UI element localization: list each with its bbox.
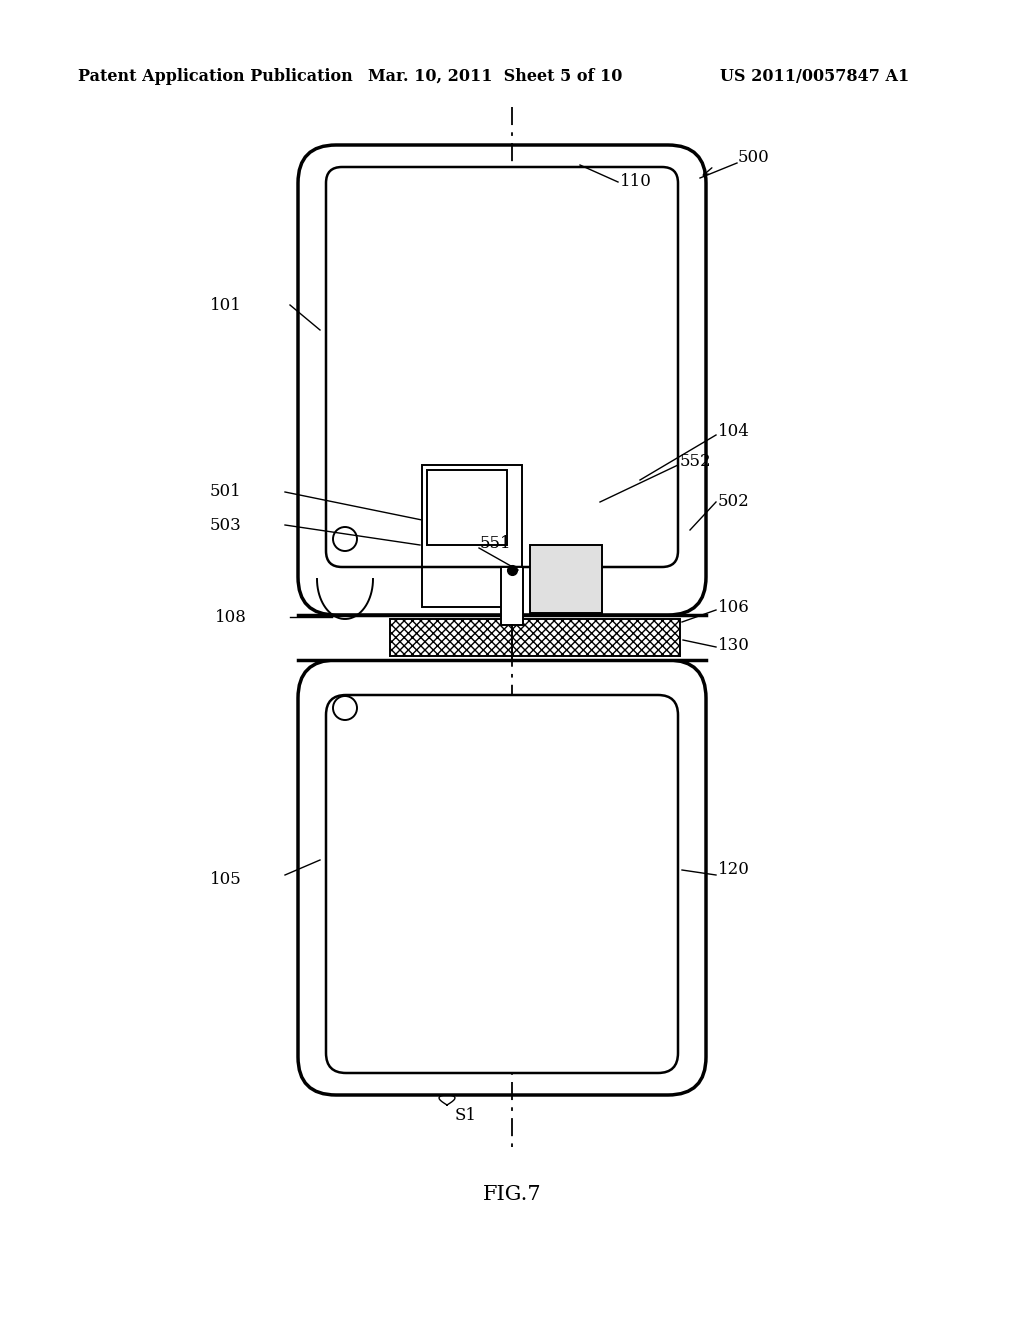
- Bar: [501, 568, 523, 624]
- Text: 551: 551: [480, 535, 512, 552]
- Text: 501: 501: [210, 483, 242, 500]
- Text: Patent Application Publication: Patent Application Publication: [78, 69, 352, 84]
- Text: S1: S1: [455, 1106, 477, 1123]
- Text: 552: 552: [680, 454, 712, 470]
- FancyBboxPatch shape: [326, 168, 678, 568]
- Text: 120: 120: [718, 862, 750, 879]
- Text: 106: 106: [718, 599, 750, 616]
- Circle shape: [333, 696, 357, 719]
- FancyBboxPatch shape: [298, 660, 706, 1096]
- FancyBboxPatch shape: [326, 696, 678, 1073]
- Circle shape: [333, 527, 357, 550]
- Text: 110: 110: [620, 173, 652, 190]
- Text: 130: 130: [718, 636, 750, 653]
- Text: US 2011/0057847 A1: US 2011/0057847 A1: [720, 69, 909, 84]
- Text: 104: 104: [718, 424, 750, 441]
- FancyBboxPatch shape: [298, 145, 706, 615]
- Text: 503: 503: [210, 516, 242, 533]
- Bar: [422, 465, 522, 607]
- Bar: [390, 619, 680, 656]
- Text: 500: 500: [738, 149, 770, 166]
- Text: FIG.7: FIG.7: [482, 1185, 542, 1204]
- Text: 502: 502: [718, 494, 750, 511]
- Bar: [530, 545, 602, 612]
- Text: Mar. 10, 2011  Sheet 5 of 10: Mar. 10, 2011 Sheet 5 of 10: [368, 69, 623, 84]
- Bar: [427, 470, 507, 545]
- Text: 108: 108: [215, 609, 247, 626]
- Text: 101: 101: [210, 297, 242, 314]
- Text: 105: 105: [210, 871, 242, 888]
